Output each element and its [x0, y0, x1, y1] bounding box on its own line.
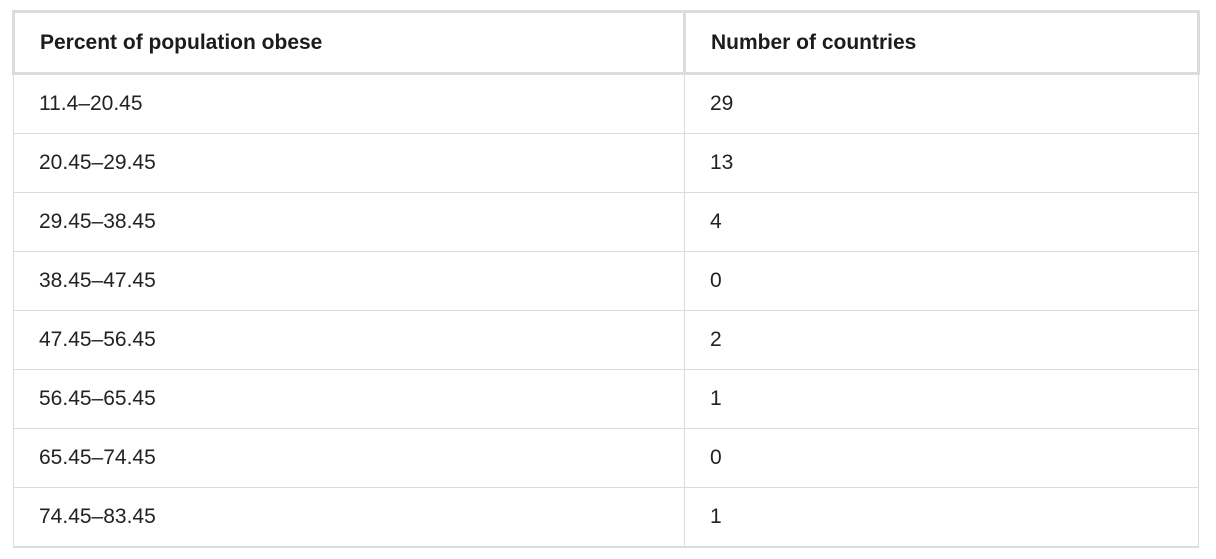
cell-count: 13 [684, 133, 1199, 193]
cell-range: 20.45–29.45 [13, 133, 685, 193]
cell-count: 1 [684, 487, 1199, 548]
cell-range: 47.45–56.45 [13, 310, 685, 370]
table-row: 20.45–29.45 13 [13, 133, 1199, 193]
table-row: 56.45–65.45 1 [13, 369, 1199, 429]
cell-count: 0 [684, 251, 1199, 311]
cell-count: 29 [684, 73, 1199, 134]
table-row: 11.4–20.45 29 [13, 73, 1199, 134]
cell-range: 38.45–47.45 [13, 251, 685, 311]
table-row: 65.45–74.45 0 [13, 428, 1199, 488]
table-row: 29.45–38.45 4 [13, 192, 1199, 252]
cell-count: 2 [684, 310, 1199, 370]
header-number-of-countries: Number of countries [683, 10, 1200, 75]
cell-range: 74.45–83.45 [13, 487, 685, 548]
cell-count: 0 [684, 428, 1199, 488]
cell-count: 1 [684, 369, 1199, 429]
cell-count: 4 [684, 192, 1199, 252]
cell-range: 29.45–38.45 [13, 192, 685, 252]
table-header-row: Percent of population obese Number of co… [12, 10, 1200, 75]
table-row: 38.45–47.45 0 [13, 251, 1199, 311]
cell-range: 56.45–65.45 [13, 369, 685, 429]
cell-range: 65.45–74.45 [13, 428, 685, 488]
frequency-table-container: Percent of population obese Number of co… [12, 10, 1200, 548]
table-row: 47.45–56.45 2 [13, 310, 1199, 370]
header-percent-obese: Percent of population obese [12, 10, 686, 75]
frequency-table: Percent of population obese Number of co… [12, 10, 1200, 548]
cell-range: 11.4–20.45 [13, 73, 685, 134]
table-row: 74.45–83.45 1 [13, 487, 1199, 548]
